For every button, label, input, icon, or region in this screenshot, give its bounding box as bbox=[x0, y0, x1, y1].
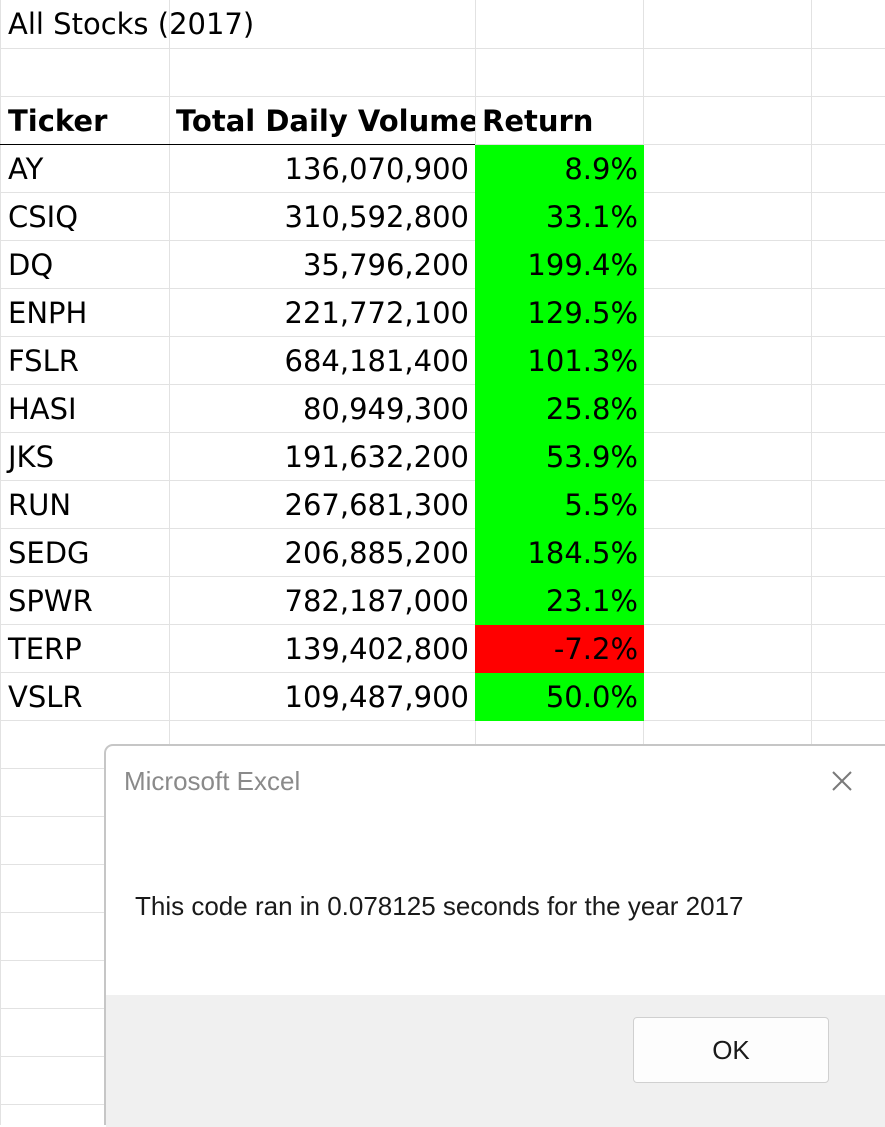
volume-cell[interactable]: 267,681,300 bbox=[284, 488, 470, 522]
ticker-cell[interactable]: SEDG bbox=[8, 536, 90, 570]
ticker-cell[interactable]: SPWR bbox=[8, 584, 93, 618]
volume-cell[interactable]: 80,949,300 bbox=[302, 392, 469, 426]
ticker-cell[interactable]: FSLR bbox=[8, 344, 79, 378]
return-cell[interactable]: 8.9% bbox=[475, 145, 644, 193]
return-cell[interactable]: 184.5% bbox=[475, 529, 644, 577]
dialog-footer: OK bbox=[106, 995, 885, 1127]
gridline-row bbox=[0, 528, 885, 529]
volume-cell[interactable]: 191,632,200 bbox=[284, 440, 470, 474]
ticker-cell[interactable]: CSIQ bbox=[8, 200, 79, 234]
volume-cell[interactable]: 136,070,900 bbox=[284, 152, 470, 186]
ticker-cell[interactable]: DQ bbox=[8, 248, 54, 282]
return-cell[interactable]: 23.1% bbox=[475, 577, 644, 625]
volume-cell[interactable]: 684,181,400 bbox=[284, 344, 470, 378]
gridline-row bbox=[0, 288, 885, 289]
close-icon[interactable] bbox=[825, 764, 859, 798]
return-cell[interactable]: -7.2% bbox=[475, 625, 644, 673]
gridline-row bbox=[0, 48, 885, 49]
volume-cell[interactable]: 221,772,100 bbox=[284, 296, 470, 330]
gridline-col bbox=[169, 0, 170, 1125]
header-ticker[interactable]: Ticker bbox=[8, 104, 108, 138]
message-dialog: Microsoft Excel This code ran in 0.07812… bbox=[104, 744, 885, 1127]
gridline-row bbox=[0, 240, 885, 241]
volume-cell[interactable]: 35,796,200 bbox=[302, 248, 469, 282]
gridline-col bbox=[0, 0, 1, 1125]
ticker-cell[interactable]: JKS bbox=[8, 440, 54, 474]
gridline-row bbox=[0, 720, 885, 721]
return-cell[interactable]: 33.1% bbox=[475, 193, 644, 241]
header-bottom-border bbox=[0, 144, 475, 145]
dialog-title: Microsoft Excel bbox=[124, 766, 301, 796]
gridline-row bbox=[0, 336, 885, 337]
ticker-cell[interactable]: RUN bbox=[8, 488, 72, 522]
volume-cell[interactable]: 139,402,800 bbox=[284, 632, 470, 666]
ticker-cell[interactable]: HASI bbox=[8, 392, 77, 426]
gridline-row bbox=[0, 384, 885, 385]
return-cell[interactable]: 25.8% bbox=[475, 385, 644, 433]
gridline-row bbox=[0, 576, 885, 577]
close-icon-glyph bbox=[832, 771, 852, 791]
volume-cell[interactable]: 206,885,200 bbox=[284, 536, 470, 570]
header-return[interactable]: Return bbox=[482, 104, 594, 138]
gridline-row bbox=[0, 624, 885, 625]
volume-cell[interactable]: 782,187,000 bbox=[284, 584, 470, 618]
return-cell[interactable]: 53.9% bbox=[475, 433, 644, 481]
ticker-cell[interactable]: TERP bbox=[8, 632, 82, 666]
return-cell[interactable]: 101.3% bbox=[475, 337, 644, 385]
gridline-row bbox=[0, 192, 885, 193]
gridline-row bbox=[0, 672, 885, 673]
sheet-title-cell[interactable]: All Stocks (2017) bbox=[8, 7, 255, 41]
header-volume[interactable]: Total Daily Volume bbox=[176, 104, 475, 138]
gridline-row bbox=[0, 96, 885, 97]
volume-cell[interactable]: 310,592,800 bbox=[284, 200, 470, 234]
ticker-cell[interactable]: AY bbox=[8, 152, 44, 186]
dialog-message: This code ran in 0.078125 seconds for th… bbox=[135, 891, 744, 921]
gridline-row bbox=[0, 480, 885, 481]
return-cell[interactable]: 5.5% bbox=[475, 481, 644, 529]
return-cell[interactable]: 199.4% bbox=[475, 241, 644, 289]
ticker-cell[interactable]: ENPH bbox=[8, 296, 88, 330]
ok-button[interactable]: OK bbox=[633, 1017, 829, 1083]
return-cell[interactable]: 129.5% bbox=[475, 289, 644, 337]
volume-cell[interactable]: 109,487,900 bbox=[284, 680, 470, 714]
ticker-cell[interactable]: VSLR bbox=[8, 680, 83, 714]
gridline-col bbox=[811, 0, 812, 1125]
return-cell[interactable]: 50.0% bbox=[475, 673, 644, 721]
gridline-row bbox=[0, 432, 885, 433]
